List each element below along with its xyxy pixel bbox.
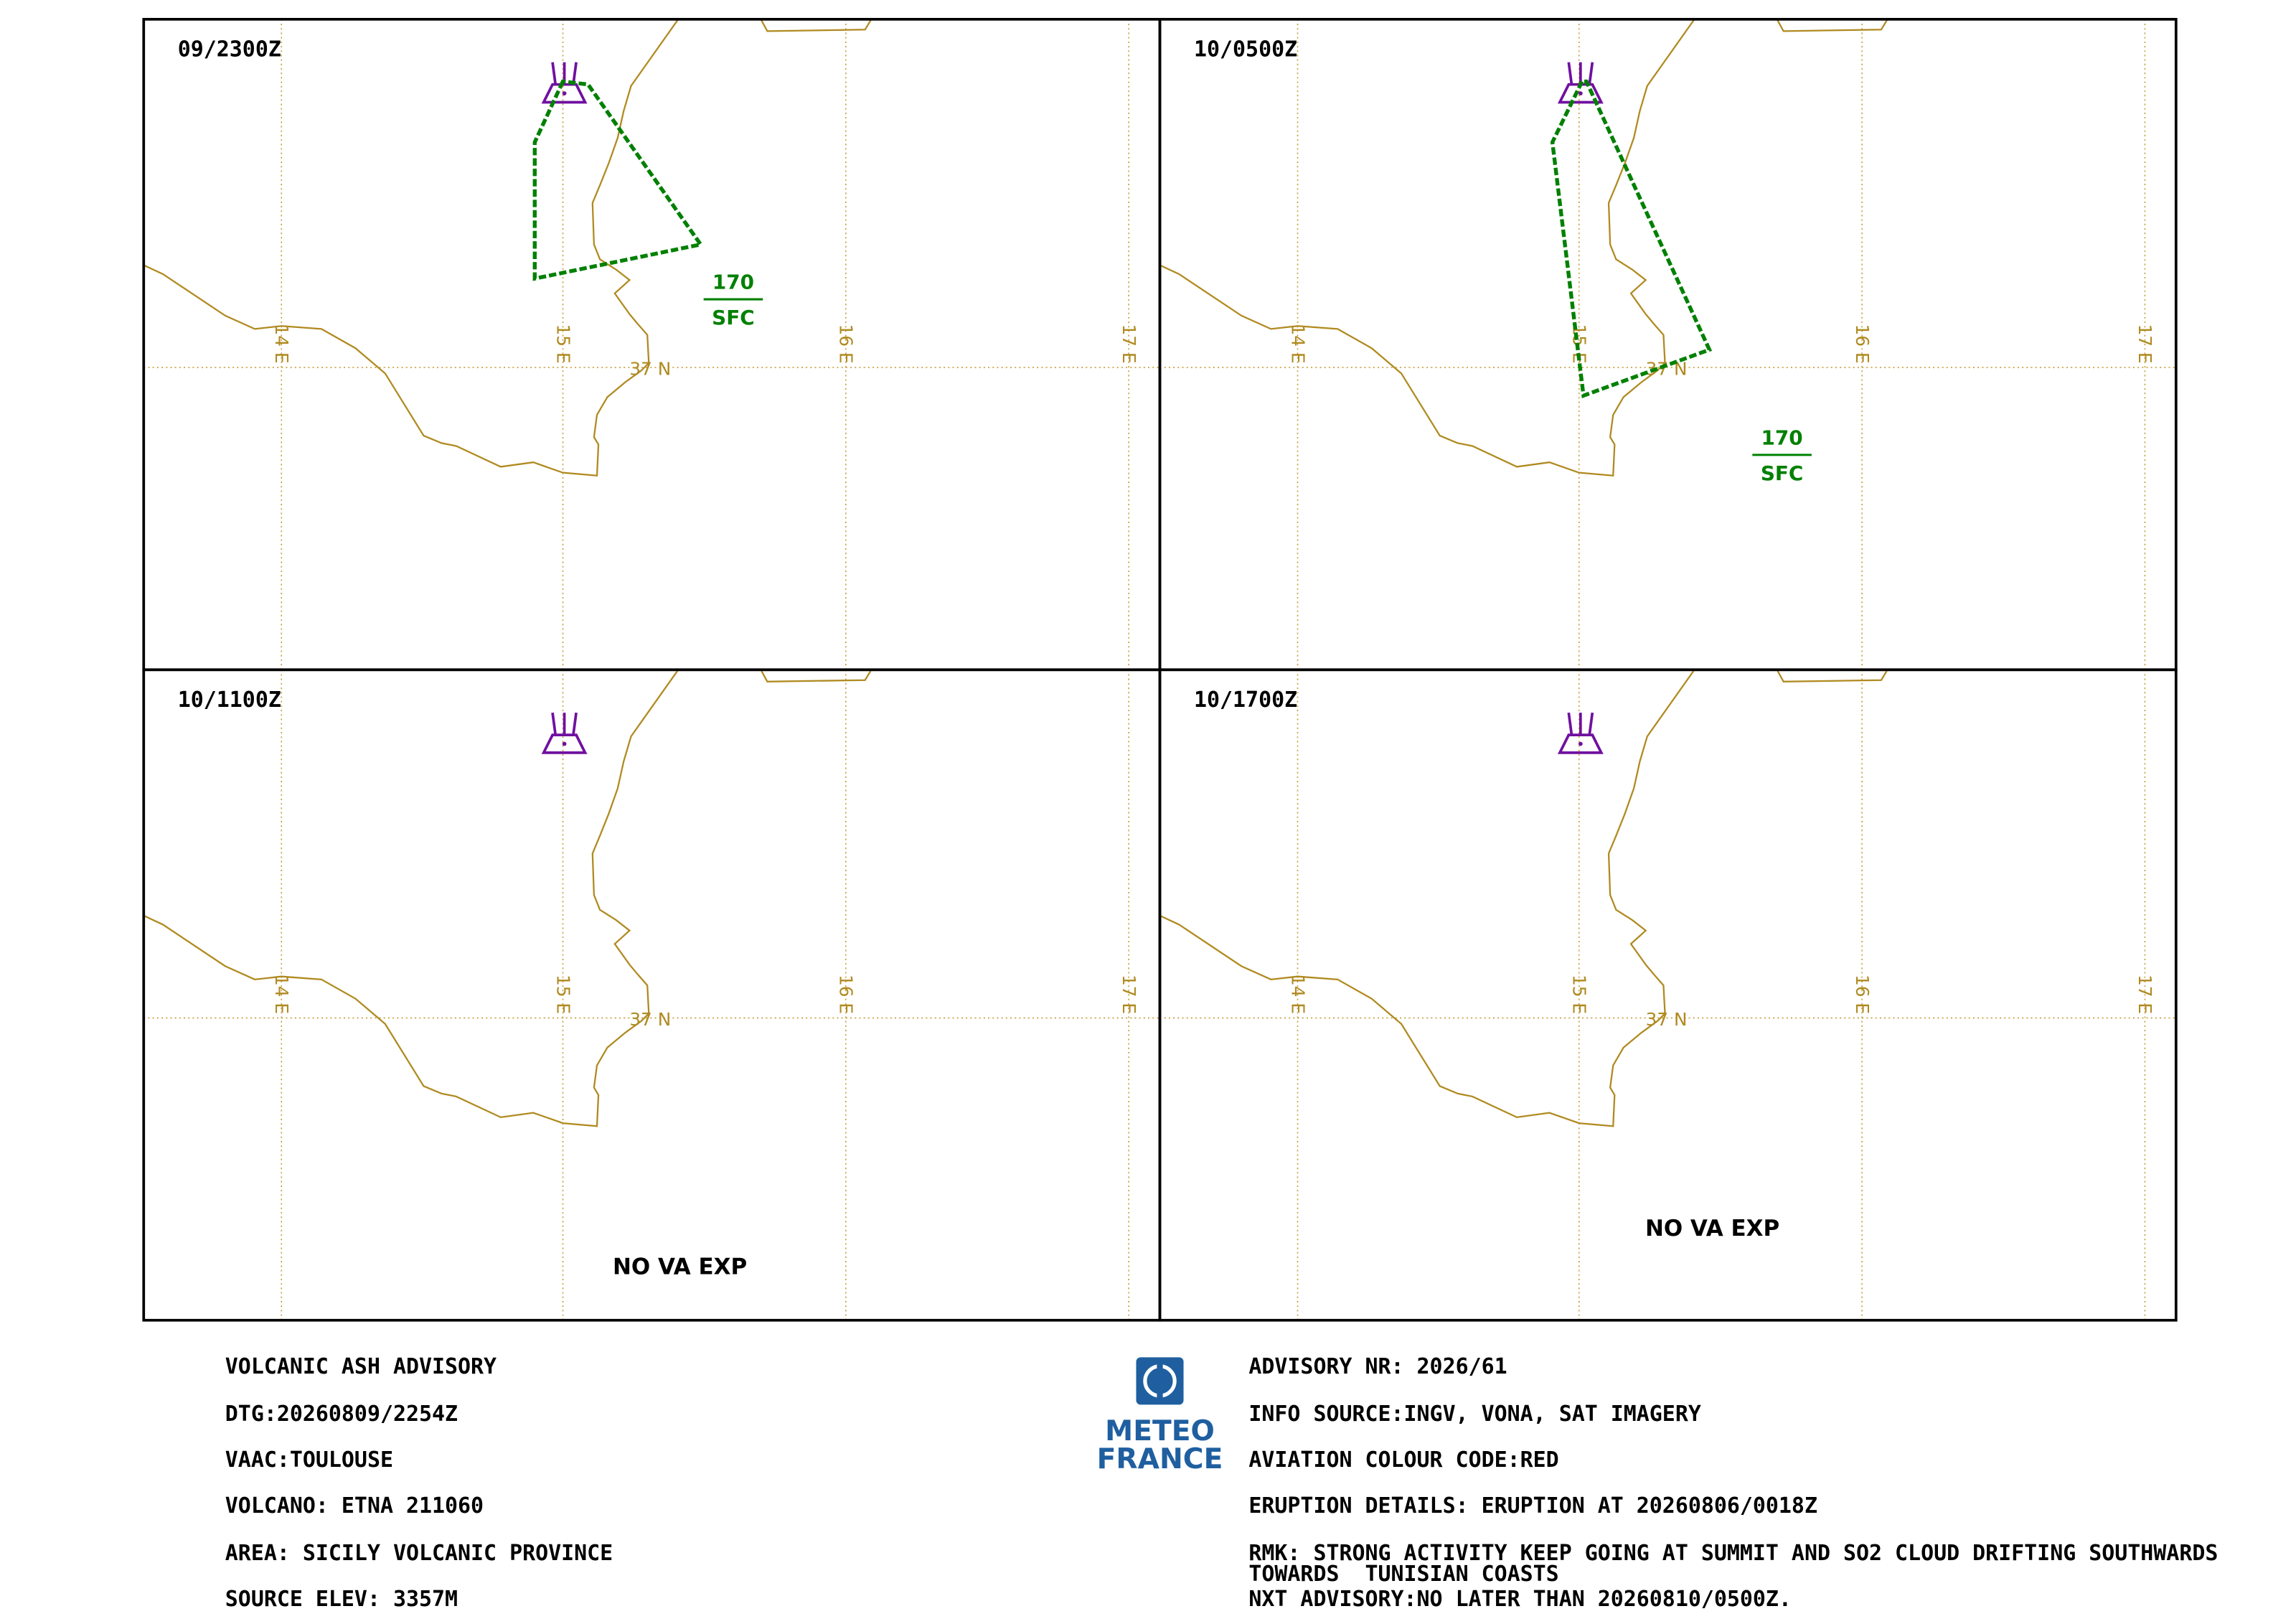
lon-label: 17 E [1119,975,1139,1014]
lon-label: 16 E [836,324,857,364]
advisory-line: RMK: STRONG ACTIVITY KEEP GOING AT SUMMI… [1248,1541,2218,1566]
flight-level-bottom: SFC [1761,461,1804,485]
advisory-text: VOLCANIC ASH ADVISORY DTG:20260809/2254Z V… [225,1354,2219,1612]
logo-text: FRANCE [1097,1443,1223,1475]
coastline [760,19,872,32]
coastline [1776,19,1888,32]
panel-time: 10/1700Z [1194,687,1297,713]
coastline [760,670,872,682]
coastline [144,670,679,1127]
lat-label: 37 N [1646,1009,1688,1030]
advisory-line: INFO SOURCE:INGV, VONA, SAT IMAGERY [1248,1402,1700,1427]
lon-label: 17 E [2135,324,2155,364]
lon-label: 15 E [552,975,573,1014]
lon-label: 15 E [1569,975,1590,1014]
ash-area [1550,79,1713,398]
panels: 14 E 15 E 16 E 17 E 37 N 170 SFC 09/2300Z 14 E 15… [142,17,2178,1322]
advisory-line: VAAC:TOULOUSE [225,1447,393,1473]
lat-label: 37 N [629,1009,671,1030]
map-content: 14 E 15 E 16 E 17 E 37 N NO VA EXP [1159,670,2176,1320]
lon-label: 14 E [1287,324,1308,364]
lon-label: 17 E [1119,324,1139,364]
lon-label: 16 E [836,975,857,1014]
advisory-line: DTG:20260809/2254Z [225,1402,458,1427]
coastline [1159,19,1695,477]
coastline [1776,670,1888,682]
advisory-line: AREA: SICILY VOLCANIC PROVINCE [225,1541,613,1566]
status: NO VA EXP [1645,1216,1779,1242]
lat-label: 37 N [629,358,671,379]
advisory-line: AVIATION COLOUR CODE:RED [1248,1447,1558,1473]
ash-area [532,79,705,281]
lon-label: 16 E [1852,324,1873,364]
logo: METEO FRANCE [1097,1357,1223,1475]
advisory-line: VOLCANO: ETNA 211060 [225,1493,484,1519]
coastline [144,19,679,477]
lon-label: 14 E [271,975,292,1014]
lon-label: 17 E [2135,975,2155,1014]
panel-time: 09/2300Z [178,37,281,62]
advisory-line: NXT ADVISORY:NO LATER THAN 20260810/0500… [1248,1587,1792,1612]
advisory-line: ADVISORY NR: 2026/61 [1248,1354,1507,1379]
lon-label: 16 E [1852,975,1873,1014]
lon-label: 15 E [552,324,573,364]
flight-level-bottom: SFC [712,306,755,329]
map-panel: 14 E 15 E 16 E 17 E 37 N NO VA EXP 10/1700Z [1158,668,2178,1322]
status: NO VA EXP [613,1254,747,1280]
panel-time: 10/0500Z [1194,37,1297,62]
advisory-line: VOLCANIC ASH ADVISORY [225,1354,497,1379]
map-content: 14 E 15 E 16 E 17 E 37 N 170 SFC [144,19,1160,670]
lon-label: 14 E [271,324,292,364]
map-content: 14 E 15 E 16 E 17 E 37 N NO VA EXP [144,670,1160,1320]
advisory-line: ERUPTION DETAILS: ERUPTION AT 20260806/0… [1248,1493,1817,1519]
lon-label: 14 E [1287,975,1308,1014]
flight-level-top: 170 [712,271,754,294]
panel-time: 10/1100Z [178,687,281,713]
advisory-line: TOWARDS TUNISIAN COASTS [1248,1562,1558,1587]
logo-text: METEO [1105,1415,1215,1447]
coastline [1159,670,1695,1127]
map-panel: 14 E 15 E 16 E 17 E 37 N NO VA EXP 10/1100Z [142,668,1162,1322]
flight-level-top: 170 [1761,426,1803,449]
panel-border [1158,668,2178,1322]
advisory-line: SOURCE ELEV: 3357M [225,1587,458,1612]
